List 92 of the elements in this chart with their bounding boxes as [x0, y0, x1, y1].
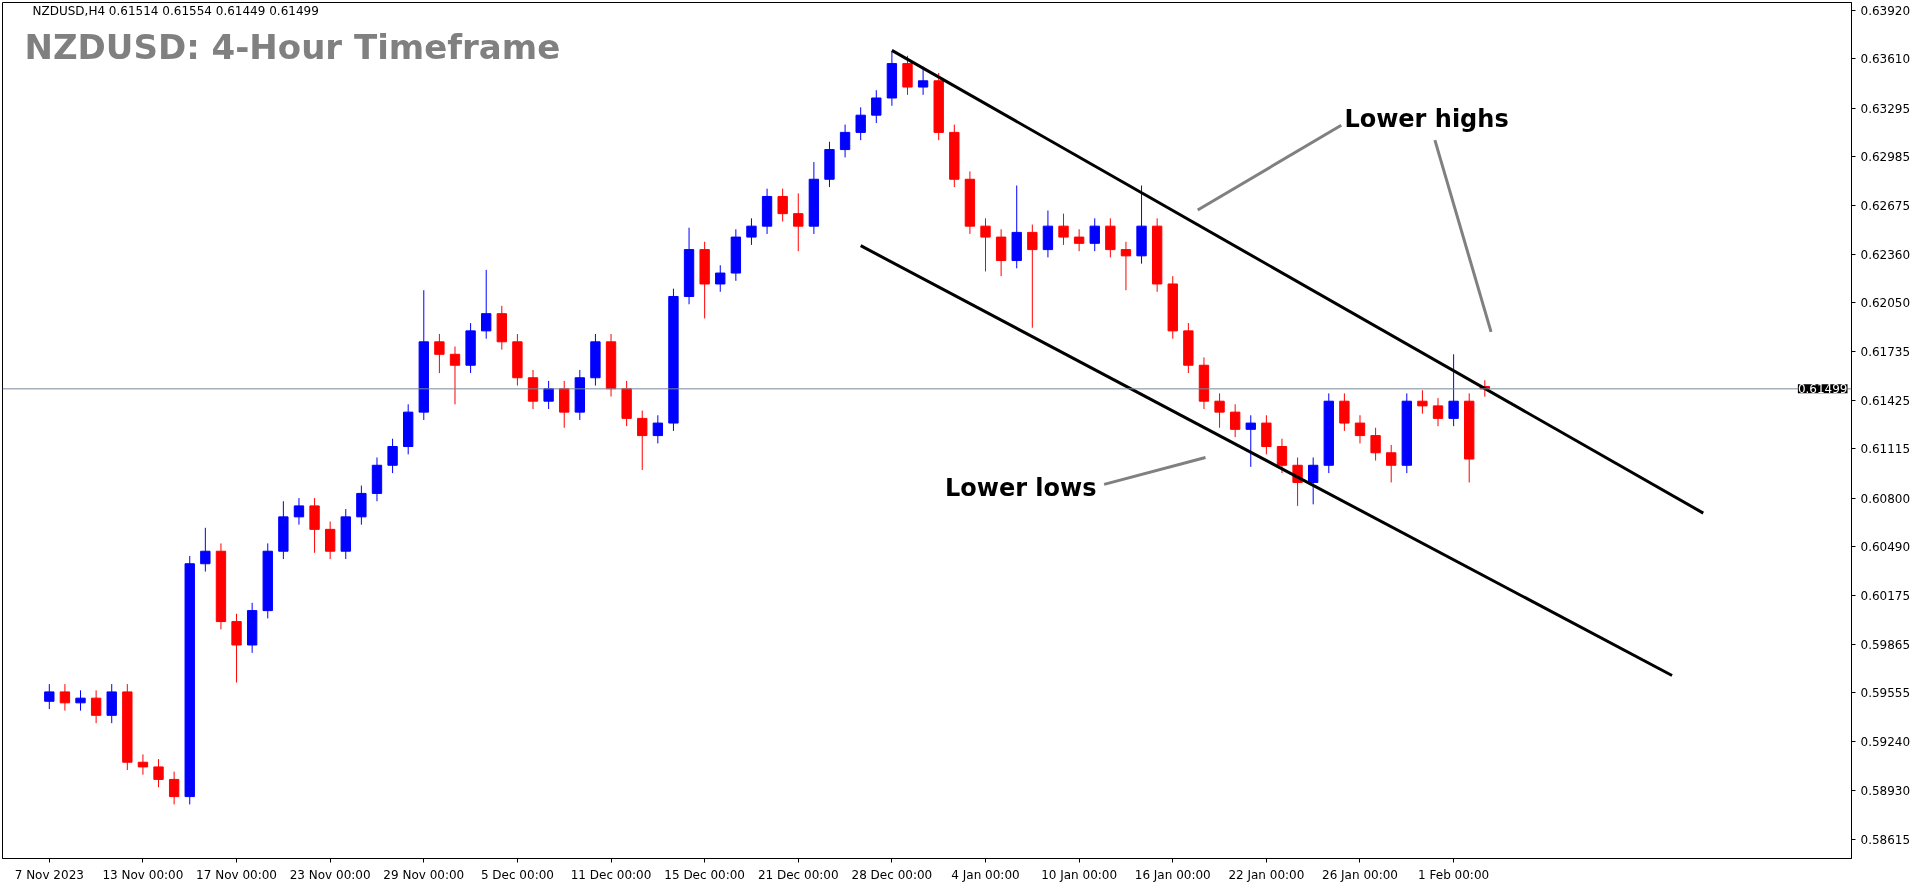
candlestick — [1432, 397, 1444, 427]
candlestick — [200, 527, 211, 573]
text: NZDUSD: 4-Hour Timeframe — [24, 26, 561, 67]
candlestick — [1354, 414, 1366, 444]
candlestick — [902, 55, 913, 96]
candlestick — [1089, 217, 1100, 252]
candlestick — [652, 414, 664, 444]
candlestick — [559, 380, 570, 429]
candlestick — [777, 188, 788, 222]
x-tick-label: 23 Nov 00:00 — [289, 867, 371, 882]
x-tick-label: 10 Jan 00:00 — [1041, 867, 1118, 882]
y-tick-label: 0.62985 — [1860, 150, 1911, 165]
candlestick — [1229, 403, 1241, 438]
candlestick — [153, 758, 164, 788]
candlestick — [746, 217, 757, 246]
candlestick — [1276, 438, 1288, 474]
annotation: Lower highs — [1344, 105, 1509, 134]
y-tick-label: 0.63295 — [1860, 101, 1911, 116]
y-tick-label: 0.61735 — [1860, 345, 1911, 360]
candlestick — [715, 264, 726, 293]
x-tick-label: 26 Jan 00:00 — [1322, 867, 1398, 882]
y-tick-label: 0.58930 — [1860, 783, 1911, 798]
candlestick — [75, 689, 86, 712]
candlestick — [1058, 213, 1069, 246]
chart-subtitle: NZDUSD,H4 0.61514 0.61554 0.61449 0.61499 — [32, 3, 319, 18]
candlestick — [793, 192, 804, 252]
x-tick-label: 11 Dec 00:00 — [570, 867, 652, 882]
y-tick-label: 0.60175 — [1860, 589, 1911, 604]
candlestick — [137, 753, 149, 776]
candlestick — [309, 497, 320, 554]
candlestick — [168, 771, 180, 805]
candlestick — [980, 217, 991, 272]
candlestick — [527, 369, 539, 410]
y-tick-label: 0.62360 — [1860, 247, 1911, 262]
candlestick — [434, 333, 445, 374]
candlestick — [90, 689, 102, 724]
x-tick-label: 28 Dec 00:00 — [851, 867, 933, 882]
candlestick — [1073, 228, 1085, 252]
candlestick — [1417, 389, 1428, 415]
candlestick — [871, 89, 882, 124]
candlestick — [855, 106, 866, 141]
candlestick — [481, 269, 492, 340]
ref-line-label: 0.61499 — [1797, 382, 1848, 397]
candlestick — [839, 124, 851, 158]
candlestick — [449, 345, 461, 405]
candlestick — [995, 228, 1007, 277]
y-tick-label: 0.61425 — [1860, 393, 1911, 408]
y-tick-label: 0.62675 — [1860, 198, 1911, 213]
y-tick-label: 0.63610 — [1860, 52, 1911, 67]
candlestick — [387, 438, 398, 474]
x-tick-label: 17 Nov 00:00 — [196, 867, 278, 882]
candlestick — [106, 683, 117, 724]
y-tick-label: 0.60800 — [1860, 491, 1911, 506]
x-tick-label: 29 Nov 00:00 — [383, 867, 465, 882]
y-tick-label: 0.58615 — [1860, 833, 1911, 848]
candlestick — [44, 683, 55, 710]
candlestick — [1120, 241, 1132, 291]
y-tick-label: 0.62050 — [1860, 296, 1911, 311]
candlestick — [1261, 414, 1272, 455]
candlestick — [1370, 427, 1381, 462]
x-tick-label: 15 Dec 00:00 — [664, 867, 745, 882]
candlestick — [1105, 217, 1116, 258]
candlestick — [1245, 414, 1256, 468]
x-tick-label: 5 Dec 00:00 — [480, 867, 554, 882]
x-tick-label: 1 Feb 00:00 — [1418, 867, 1490, 882]
y-tick-label: 0.59555 — [1860, 686, 1911, 701]
y-tick-label: 0.63920 — [1860, 3, 1911, 18]
y-tick-label: 0.61115 — [1860, 442, 1911, 457]
candlestick — [1042, 210, 1054, 258]
candlestick — [1214, 392, 1225, 429]
candlestick — [231, 613, 242, 684]
candlestick — [59, 683, 71, 712]
candlestick — [293, 497, 305, 526]
candlestick — [324, 521, 336, 560]
x-tick-label: 22 Jan 00:00 — [1228, 867, 1305, 882]
candlestick — [1027, 224, 1038, 329]
y-tick-label: 0.59865 — [1860, 637, 1911, 652]
x-tick-label: 16 Jan 00:00 — [1134, 867, 1211, 882]
candlestick — [1308, 456, 1319, 505]
candlestick — [543, 380, 554, 410]
candlestick — [637, 410, 648, 471]
candlestick — [1448, 353, 1459, 427]
x-tick-label: 13 Nov 00:00 — [102, 867, 184, 882]
candlestick — [1339, 392, 1350, 432]
candlestick — [356, 485, 367, 526]
y-tick-label: 0.59240 — [1860, 735, 1911, 750]
y-tick-label: 0.60490 — [1860, 540, 1911, 555]
x-tick-label: 7 Nov 2023 — [14, 867, 84, 882]
x-tick-label: 4 Jan 00:00 — [951, 867, 1020, 882]
x-tick-label: 21 Dec 00:00 — [757, 867, 839, 882]
candlestick — [1386, 444, 1397, 483]
annotation: Lower lows — [944, 474, 1097, 503]
